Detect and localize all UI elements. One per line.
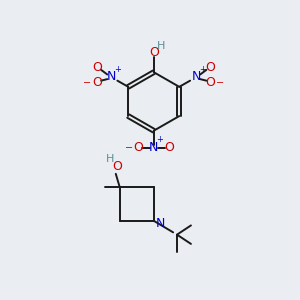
Text: O: O: [205, 61, 215, 74]
Text: N: N: [149, 141, 158, 154]
Text: O: O: [92, 76, 102, 89]
Text: O: O: [133, 141, 143, 154]
Text: O: O: [149, 46, 159, 59]
Text: O: O: [92, 61, 102, 74]
Text: +: +: [114, 65, 121, 74]
Text: −: −: [216, 78, 224, 88]
Text: N: N: [155, 218, 165, 230]
Text: −: −: [83, 78, 91, 88]
Text: O: O: [164, 141, 174, 154]
Text: +: +: [199, 65, 206, 74]
Text: +: +: [157, 136, 164, 145]
Text: N: N: [192, 70, 201, 83]
Text: O: O: [112, 160, 122, 172]
Text: H: H: [105, 154, 114, 164]
Text: H: H: [157, 41, 166, 51]
Text: N: N: [106, 70, 116, 83]
Text: −: −: [125, 143, 133, 153]
Text: O: O: [205, 76, 215, 89]
